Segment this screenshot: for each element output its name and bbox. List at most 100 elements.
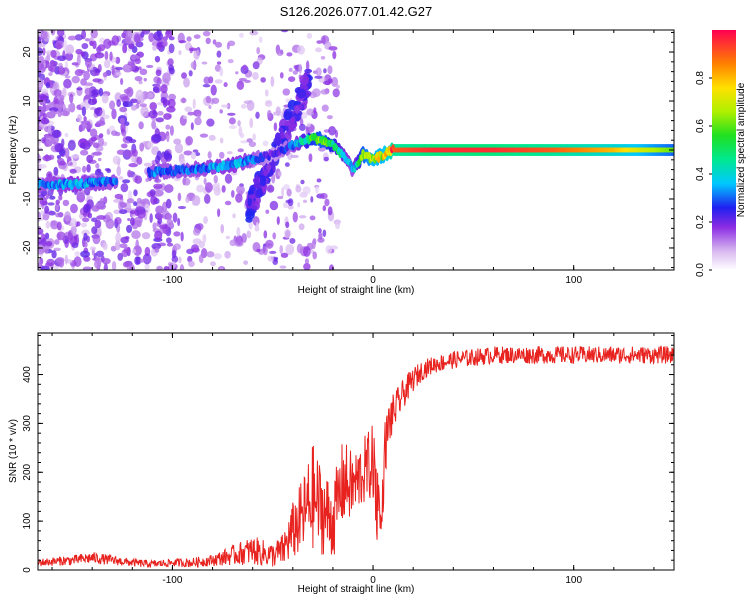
heatmap-noise-blob bbox=[172, 261, 176, 270]
heatmap-noise-band bbox=[49, 110, 56, 118]
heatmap-noise-band bbox=[155, 205, 164, 214]
heatmap-noise-band bbox=[55, 199, 60, 205]
heatmap-chirp-blob bbox=[273, 137, 282, 146]
heatmap-noise-blob bbox=[243, 260, 249, 265]
heatmap-noise-blob bbox=[114, 217, 122, 225]
heatmap-noise-blob bbox=[84, 241, 88, 248]
heatmap-noise-blob bbox=[48, 72, 53, 77]
heatmap-noise-band bbox=[50, 60, 55, 69]
heatmap-noise-blob bbox=[97, 157, 102, 162]
heatmap-noise-blob bbox=[216, 50, 222, 58]
heatmap-noise-blob bbox=[240, 140, 249, 144]
heatmap-noise-blob bbox=[332, 88, 340, 98]
heatmap-noise-band bbox=[155, 117, 164, 123]
heatmap-noise-band bbox=[151, 134, 162, 143]
heatmap-noise-blob bbox=[102, 242, 108, 251]
snr-background bbox=[38, 333, 674, 570]
heatmap-noise-blob bbox=[325, 245, 333, 254]
heatmap-noise-blob bbox=[204, 182, 213, 193]
heatmap-noise-blob bbox=[69, 162, 73, 166]
heatmap-noise-blob bbox=[289, 238, 296, 244]
heatmap-noise-blob bbox=[169, 125, 174, 136]
heatmap-noise-blob bbox=[40, 210, 45, 216]
heatmap-noise-blob bbox=[252, 61, 260, 70]
heatmap-noise-band bbox=[86, 154, 93, 163]
heatmap-noise-blob bbox=[267, 109, 272, 119]
spectrogram-x-label: Height of straight line (km) bbox=[298, 285, 415, 296]
heatmap-noise-blob bbox=[127, 217, 131, 222]
spectrogram-y-label: Frequency (Hz) bbox=[8, 116, 19, 185]
x-tick-label: -100 bbox=[162, 575, 182, 586]
snr-series-line bbox=[38, 345, 674, 568]
heatmap-noise-blob bbox=[315, 47, 322, 53]
heatmap-noise-blob bbox=[327, 206, 333, 216]
heatmap-noise-blob bbox=[101, 93, 109, 104]
heatmap-noise-blob bbox=[74, 251, 80, 257]
heatmap-noise-blob bbox=[219, 137, 224, 144]
heatmap-noise-blob bbox=[62, 199, 70, 207]
heatmap-noise-band bbox=[154, 55, 161, 63]
heatmap-noise-blob bbox=[116, 149, 126, 155]
heatmap-noise-blob bbox=[45, 220, 51, 229]
heatmap-noise-band bbox=[79, 142, 86, 149]
heatmap-chirp-blob bbox=[278, 127, 284, 133]
heatmap-noise-blob bbox=[198, 240, 205, 249]
heatmap-noise-blob bbox=[65, 52, 74, 61]
heatmap-noise-band bbox=[58, 258, 65, 268]
heatmap-noise-blob bbox=[185, 136, 193, 146]
heatmap-noise-blob bbox=[246, 230, 252, 239]
heatmap-chirp-blob bbox=[263, 169, 268, 177]
heatmap-noise-blob bbox=[236, 80, 245, 91]
heatmap-noise-blob bbox=[242, 64, 248, 71]
x-tick-label: -100 bbox=[162, 275, 182, 286]
heatmap-noise-blob bbox=[84, 186, 91, 196]
heatmap-noise-blob bbox=[192, 201, 197, 206]
heatmap-noise-blob bbox=[181, 72, 187, 79]
heatmap-noise-blob bbox=[199, 133, 209, 138]
heatmap-noise-blob bbox=[221, 185, 226, 193]
heatmap-chirp-blob bbox=[255, 188, 260, 198]
heatmap-chirp-blob bbox=[290, 116, 296, 124]
heatmap-noise-blob bbox=[237, 148, 244, 153]
heatmap-noise-blob bbox=[62, 87, 67, 98]
heatmap-noise-blob bbox=[302, 246, 311, 258]
heatmap-noise-blob bbox=[63, 78, 72, 89]
heatmap-noise-band bbox=[129, 98, 138, 104]
heatmap-noise-blob bbox=[314, 75, 323, 79]
heatmap-noise-blob bbox=[184, 106, 193, 113]
heatmap-noise-band bbox=[168, 67, 175, 75]
heatmap-noise-band bbox=[155, 69, 162, 77]
heatmap-noise-band bbox=[45, 81, 51, 89]
y-tick-label: 100 bbox=[22, 512, 33, 529]
heatmap-noise-band bbox=[82, 204, 90, 214]
y-tick-label: 300 bbox=[22, 415, 33, 432]
heatmap-noise-band bbox=[149, 102, 158, 111]
heatmap-noise-blob bbox=[195, 152, 201, 157]
heatmap-noise-band bbox=[119, 209, 128, 215]
heatmap-noise-band bbox=[56, 158, 65, 165]
heatmap-noise-blob bbox=[197, 113, 201, 119]
heatmap-noise-band bbox=[153, 178, 162, 183]
heatmap-noise-blob bbox=[320, 88, 330, 95]
snr-x-label: Height of straight line (km) bbox=[298, 584, 415, 595]
y-tick-label: 20 bbox=[22, 46, 33, 58]
heatmap-noise-blob bbox=[311, 88, 321, 98]
heatmap-noise-blob bbox=[234, 241, 244, 247]
heatmap-chirp-blob bbox=[284, 120, 291, 127]
heatmap-chirp-blob bbox=[247, 196, 252, 207]
heatmap-noise-blob bbox=[239, 32, 244, 38]
heatmap-noise-blob bbox=[190, 122, 194, 131]
heatmap-noise-blob bbox=[101, 257, 111, 265]
heatmap-noise-blob bbox=[64, 254, 68, 265]
heatmap-noise-blob bbox=[332, 50, 337, 60]
heatmap-noise-blob bbox=[81, 229, 90, 236]
heatmap-noise-blob bbox=[202, 30, 211, 37]
heatmap-chirp-blob bbox=[245, 210, 255, 220]
heatmap-noise-band bbox=[56, 221, 62, 231]
heatmap-noise-blob bbox=[201, 61, 208, 65]
heatmap-noise-blob bbox=[273, 122, 278, 132]
heatmap-noise-blob bbox=[41, 237, 47, 248]
heatmap-noise-blob bbox=[133, 245, 142, 256]
heatmap-noise-band bbox=[122, 179, 131, 184]
heatmap-noise-band bbox=[48, 210, 56, 216]
